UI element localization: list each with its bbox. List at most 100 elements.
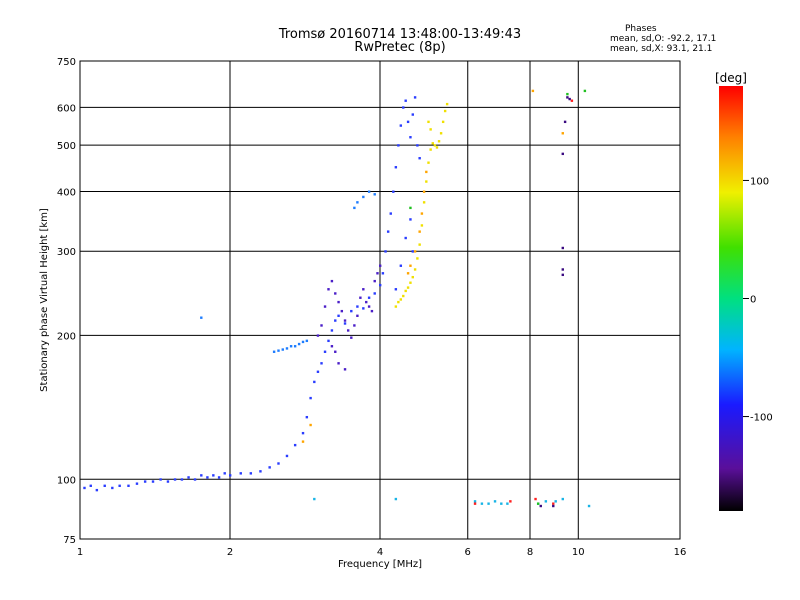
data-point	[359, 296, 362, 299]
data-point	[552, 502, 555, 505]
data-point	[473, 500, 477, 503]
data-point	[373, 193, 376, 196]
data-point	[566, 96, 569, 99]
data-point	[193, 478, 197, 481]
data-point	[127, 484, 130, 488]
data-point	[431, 142, 434, 145]
data-point	[402, 106, 405, 109]
data-point	[394, 305, 398, 308]
data-point	[365, 300, 368, 304]
data-point	[384, 250, 387, 253]
data-point	[404, 236, 407, 240]
data-point	[343, 319, 347, 322]
colorbar-tick-label: 100	[750, 176, 769, 187]
x-tick-label: 2	[227, 547, 233, 558]
data-point	[370, 309, 374, 313]
data-point	[487, 502, 490, 505]
data-point	[561, 152, 564, 156]
data-point	[330, 329, 334, 332]
x-tick-label: 8	[527, 547, 533, 558]
data-point	[362, 307, 365, 310]
data-point	[402, 294, 405, 298]
data-point	[327, 339, 330, 343]
y-tick-label: 400	[57, 187, 76, 198]
data-point	[429, 128, 432, 131]
stats-heading: Phases	[625, 24, 657, 34]
data-point	[217, 476, 221, 479]
data-point	[409, 218, 412, 221]
data-point	[327, 288, 330, 291]
y-tick-label: 500	[57, 141, 76, 152]
data-point	[343, 322, 347, 325]
data-point	[367, 305, 371, 308]
data-point	[416, 144, 419, 147]
data-point	[316, 334, 320, 337]
data-point	[406, 120, 410, 124]
data-point	[427, 161, 430, 164]
data-point	[531, 89, 535, 93]
data-point	[536, 502, 540, 505]
data-point	[439, 132, 443, 135]
data-point	[420, 224, 424, 227]
data-point	[418, 243, 421, 246]
data-point	[570, 99, 574, 102]
data-point	[281, 348, 284, 351]
y-axis-label: Stationary phase Virtual Height [km]	[39, 208, 50, 392]
data-point	[166, 480, 170, 483]
data-point	[506, 502, 509, 505]
data-point	[399, 298, 403, 301]
data-point	[323, 350, 327, 353]
data-point	[180, 478, 184, 481]
data-point	[409, 206, 412, 210]
data-point	[362, 288, 365, 291]
data-point	[353, 206, 356, 210]
data-point	[561, 497, 564, 501]
colorbar-tick-label: -100	[750, 413, 773, 424]
data-point	[334, 292, 337, 295]
data-point	[229, 474, 232, 477]
data-point	[480, 502, 484, 505]
data-point	[200, 474, 203, 477]
data-point	[143, 480, 147, 483]
data-point	[297, 342, 301, 346]
data-point	[561, 246, 564, 250]
data-point	[422, 190, 426, 193]
x-tick-label: 4	[377, 547, 383, 558]
data-point	[330, 345, 334, 348]
data-point	[406, 286, 410, 289]
colorbar	[719, 86, 743, 511]
data-point	[376, 272, 379, 275]
data-point	[409, 136, 412, 139]
data-point	[399, 264, 403, 267]
data-point	[500, 502, 503, 505]
data-point	[89, 484, 92, 488]
data-point	[367, 296, 371, 299]
data-point	[320, 324, 323, 327]
data-point	[367, 190, 371, 193]
data-point	[301, 440, 305, 443]
data-point	[443, 109, 447, 113]
data-point	[406, 272, 410, 275]
data-point	[239, 472, 242, 475]
data-point	[285, 454, 289, 458]
data-point	[397, 300, 400, 304]
data-point	[413, 96, 417, 99]
x-tick-label: 1	[77, 547, 83, 558]
data-point	[561, 268, 564, 271]
data-point	[561, 132, 564, 135]
data-point	[268, 466, 271, 469]
data-point	[411, 113, 414, 116]
colorbar-label: [deg]	[715, 71, 747, 85]
data-point	[118, 484, 121, 488]
x-tick-labels: 1 2 4 6 8 10 16	[77, 547, 687, 558]
data-point	[313, 497, 316, 501]
colorbar-tick-label: 0	[750, 295, 756, 306]
data-point	[301, 431, 305, 435]
x-tick-label: 6	[465, 547, 471, 558]
data-point	[309, 396, 312, 400]
y-tick-label: 600	[57, 103, 76, 114]
data-point	[433, 144, 437, 147]
data-point	[379, 283, 382, 287]
data-point	[83, 486, 86, 490]
data-point	[316, 370, 320, 373]
